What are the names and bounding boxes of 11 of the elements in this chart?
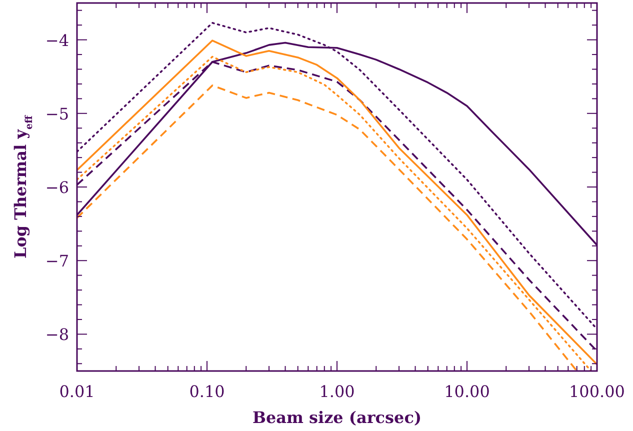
x-tick-label: 0.01 [59,382,95,401]
x-tick-label: 10.00 [444,382,490,401]
x-tick-label: 0.10 [189,382,225,401]
x-tick-label: 1.00 [319,382,355,401]
y-tick-label: −6 [45,178,69,197]
y-tick-label: −8 [45,325,69,344]
y-tick-label: −4 [45,30,69,50]
y-tick-label: −7 [45,252,69,271]
x-tick-label: 100.00 [569,382,625,401]
x-axis-title: Beam size (arcsec) [252,408,422,427]
y-tick-label: −5 [45,104,69,124]
